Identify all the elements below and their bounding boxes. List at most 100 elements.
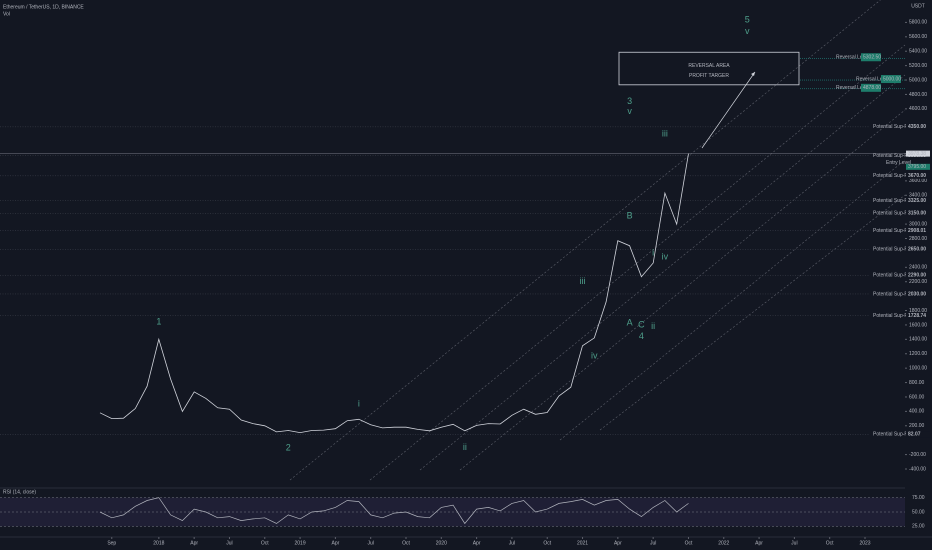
wave-label: iv [662, 252, 669, 262]
wave-label: B [627, 211, 633, 221]
x-tick-label: Oct [402, 540, 410, 546]
sup-res-tag [906, 172, 930, 179]
sup-res-label: Potential Sup-Res [873, 198, 914, 204]
y-tick-label: 5800.00 [909, 20, 927, 26]
rsi-title: RSI (14, close) [3, 489, 36, 495]
x-tick-label: Apr [473, 540, 481, 546]
sup-res-value: 2650.00 [908, 247, 926, 253]
price-line [99, 153, 689, 434]
wave-label: v [627, 106, 632, 116]
y-tick-label: 1200.00 [909, 351, 927, 357]
axis-unit: USDT [911, 3, 925, 9]
wave-label: 3 [627, 96, 632, 106]
y-tick-label: 5000.00 [909, 77, 927, 83]
y-tick-label: -200.00 [909, 452, 926, 458]
reversal-value: 5302.50 [863, 55, 881, 61]
x-tick-label: 2022 [718, 540, 729, 546]
reversal-box [618, 51, 800, 86]
y-tick-label: 5200.00 [909, 63, 927, 69]
sup-res-value: 4350.00 [908, 124, 926, 130]
x-tick-label: Jul [791, 540, 797, 546]
sup-res-label: Potential Sup-Res [873, 153, 914, 159]
wave-label: 5 [745, 15, 750, 25]
x-tick-label: Apr [614, 540, 622, 546]
sup-res-tag [906, 123, 930, 130]
sup-res-tag [906, 210, 930, 217]
reversal-tag [861, 83, 881, 92]
y-tick-label: 1000.00 [909, 365, 927, 371]
reversal-tag [881, 75, 901, 84]
wave-label: 1 [156, 316, 161, 326]
sup-res-tag [906, 272, 930, 279]
sup-res-tag [906, 197, 930, 204]
y-tick-label: 600.00 [909, 394, 925, 400]
entry-tag [906, 163, 930, 170]
entry-label: Entry Level [886, 160, 911, 166]
sup-res-value: 2290.00 [908, 273, 926, 279]
sup-res-tag [906, 290, 930, 297]
x-tick-label: Oct [685, 540, 693, 546]
sup-res-value: 3325.00 [908, 198, 926, 204]
y-tick-label: 2200.00 [909, 279, 927, 285]
sup-res-value: 1728.74 [908, 313, 926, 319]
wave-label: ii [463, 442, 467, 452]
reversal-box-text: REVERSAL AREA [688, 63, 730, 69]
y-tick-label: 1800.00 [909, 308, 927, 314]
wave-label: ii [651, 321, 655, 331]
y-tick-label: 200.00 [909, 423, 925, 429]
x-tick-label: Jul [367, 540, 373, 546]
reversal-label: Reversal Level [836, 85, 869, 91]
wave-label: v [745, 26, 750, 36]
sup-res-value: 82.07 [908, 432, 921, 438]
wave-label: 2 [286, 442, 291, 452]
sup-res-label: Potential Sup-Res [873, 211, 914, 217]
x-tick-label: Jul [509, 540, 515, 546]
sup-res-tag [906, 227, 930, 234]
wave-label: iv [591, 350, 598, 360]
channel [599, 194, 906, 431]
last-price-value: 3978.38 [908, 151, 926, 157]
volume-label: Vol [3, 11, 10, 17]
x-tick-label: Apr [190, 540, 198, 546]
y-tick-label: 3000.00 [909, 221, 927, 227]
x-tick-label: 2019 [295, 540, 306, 546]
rsi-tick-label: 25.00 [912, 524, 925, 530]
y-tick-label: 5600.00 [909, 34, 927, 40]
reversal-value: 5000.00 [883, 76, 901, 82]
x-tick-label: Jul [226, 540, 232, 546]
x-tick-label: Apr [755, 540, 763, 546]
x-tick-label: 2023 [859, 540, 870, 546]
sup-res-value: 3670.00 [908, 173, 926, 179]
x-tick-label: Oct [826, 540, 834, 546]
y-tick-label: -400.00 [909, 466, 926, 472]
channel [369, 44, 906, 481]
entry-value: 3795.00 [908, 164, 926, 170]
rsi-tick-label: 50.00 [912, 509, 925, 515]
x-tick-label: 2021 [577, 540, 588, 546]
y-tick-label: 1400.00 [909, 337, 927, 343]
y-tick-label: 1600.00 [909, 322, 927, 328]
wave-label: C [638, 319, 645, 329]
channel [419, 74, 906, 471]
sup-res-tag [906, 312, 930, 319]
reversal-value: 4878.00 [863, 85, 881, 91]
x-tick-label: Oct [543, 540, 551, 546]
y-tick-label: 3400.00 [909, 193, 927, 199]
wave-label: iii [580, 276, 586, 286]
y-tick-label: 800.00 [909, 380, 925, 386]
rsi-line [99, 497, 689, 525]
x-tick-label: 2018 [153, 540, 164, 546]
rsi-tick-label: 75.00 [912, 495, 925, 501]
x-tick-label: Apr [331, 540, 339, 546]
y-tick-label: 5400.00 [909, 49, 927, 55]
sup-res-label: Potential Sup-Res [873, 247, 914, 253]
sup-res-value: 2908.01 [908, 228, 926, 234]
chart-title: Ethereum / TetherUS, 1D, BINANCE [3, 4, 84, 10]
sup-res-tag [906, 431, 930, 438]
sup-res-value: 2030.00 [908, 291, 926, 297]
reversal-label: Reversal Level [856, 76, 889, 82]
x-tick-label: Oct [261, 540, 269, 546]
channel-lines [289, 0, 906, 481]
x-tick-label: Sep [107, 540, 116, 546]
sup-res-value: 3150.00 [908, 211, 926, 217]
